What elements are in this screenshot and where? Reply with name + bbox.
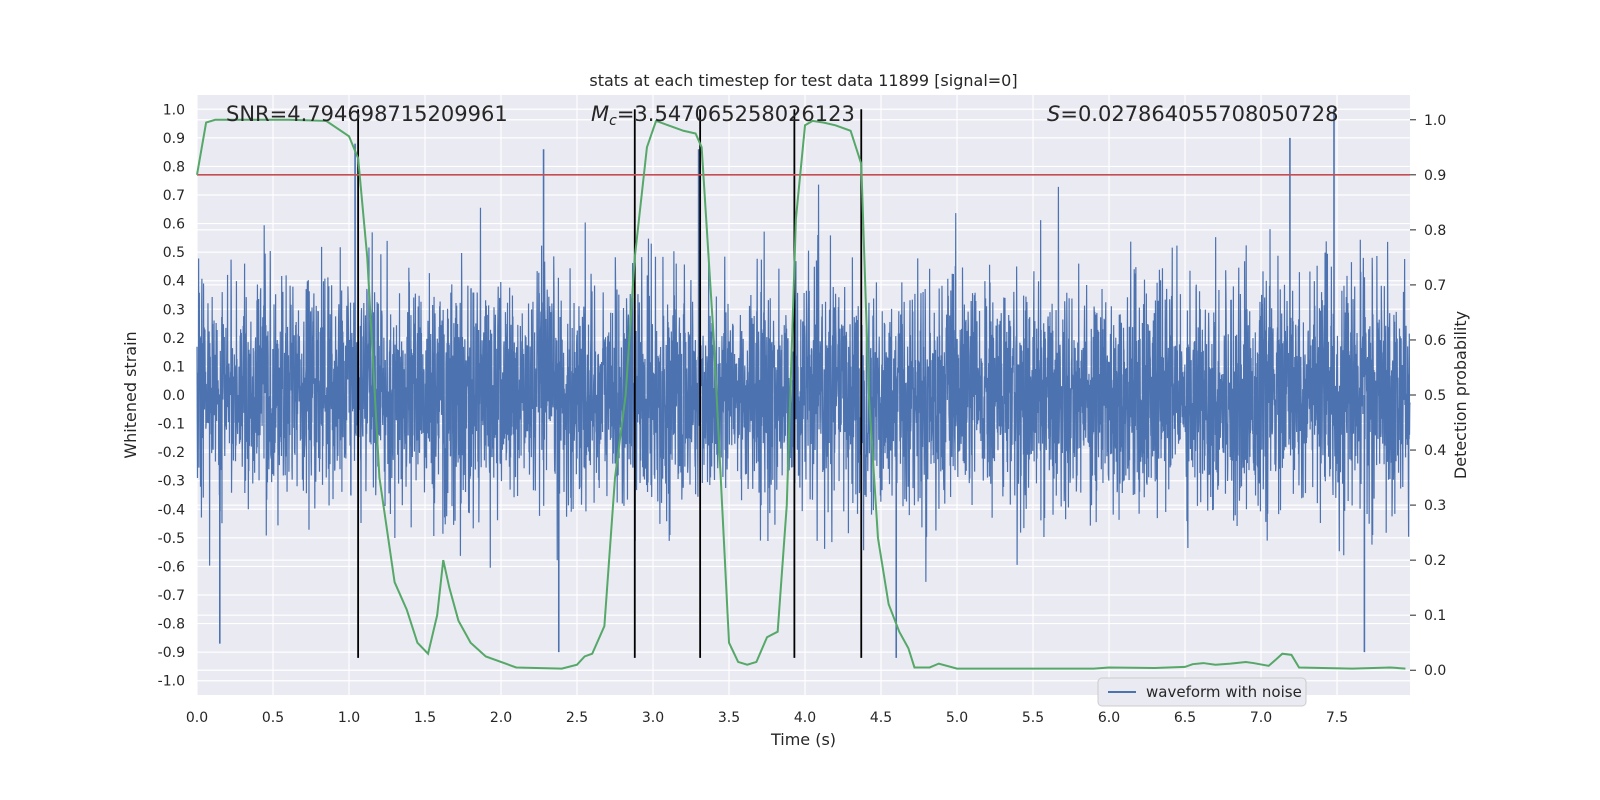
y-axis-label: Whitened strain <box>121 331 140 458</box>
y-tick-label: -0.5 <box>158 531 185 547</box>
y-tick-label: 0.9 <box>163 131 185 147</box>
waveform-series <box>196 109 1411 658</box>
x-tick-label: 6.0 <box>1098 710 1120 726</box>
y-tick-label: -0.4 <box>158 502 185 518</box>
y-tick-label: 0.7 <box>163 188 185 204</box>
chart-title: stats at each timestep for test data 118… <box>589 71 1017 90</box>
y2-tick-label: 0.0 <box>1424 663 1446 679</box>
mc-value: =3.547065258026123 <box>617 102 855 126</box>
y-tick-label: 0.3 <box>163 302 185 318</box>
x-tick-label: 3.0 <box>642 710 664 726</box>
y2-tick-label: 0.4 <box>1424 443 1446 459</box>
y2-tick-label: 0.8 <box>1424 223 1446 239</box>
x-tick-label: 4.0 <box>794 710 816 726</box>
y-tick-label: -0.9 <box>158 645 185 661</box>
y-tick-label: 0.4 <box>163 274 185 290</box>
x-tick-label: 7.0 <box>1250 710 1272 726</box>
legend-label-waveform: waveform with noise <box>1146 683 1302 701</box>
s-value: =0.027864055708050728 <box>1060 102 1338 126</box>
x-axis-label: Time (s) <box>770 730 836 749</box>
y-tick-label: -0.2 <box>158 445 185 461</box>
y-tick-label: -0.6 <box>158 559 185 575</box>
y-tick-label: 0.5 <box>163 245 185 261</box>
x-tick-label: 2.5 <box>566 710 588 726</box>
y2-tick-label: 1.0 <box>1424 113 1446 129</box>
y2-tick-label: 0.3 <box>1424 498 1446 514</box>
y2-axis-label: Detection probability <box>1451 311 1470 479</box>
probability-line <box>196 118 1406 670</box>
x-tick-label: 7.5 <box>1326 710 1348 726</box>
y-tick-label: 0.8 <box>163 159 185 175</box>
y2-tick-label: 0.7 <box>1424 278 1446 294</box>
y-tick-label: 1.0 <box>163 102 185 118</box>
s-annotation: S=0.027864055708050728 <box>1047 102 1338 126</box>
x-tick-label: 4.5 <box>870 710 892 726</box>
x-tick-label: 5.5 <box>1022 710 1044 726</box>
snr-annotation: SNR=4.794698715209961 <box>226 102 508 126</box>
y2-tick-label: 0.5 <box>1424 388 1446 404</box>
x-tick-label: 6.5 <box>1174 710 1196 726</box>
legend: waveform with noise <box>1097 677 1307 707</box>
probability-series <box>196 118 1410 670</box>
x-tick-label: 3.5 <box>718 710 740 726</box>
y-tick-label: -0.3 <box>158 474 185 490</box>
marker-lines <box>357 109 863 658</box>
y2-tick-label: 0.6 <box>1424 333 1446 349</box>
y-tick-label: -0.8 <box>158 617 185 633</box>
mc-symbol: M <box>591 102 609 126</box>
y2-tick-label: 0.9 <box>1424 168 1446 184</box>
legend-box <box>1097 677 1307 707</box>
y2-tick-label: 0.2 <box>1424 553 1446 569</box>
y-tick-label: 0.1 <box>163 359 185 375</box>
y-tick-label: -1.0 <box>158 674 185 690</box>
x-tick-label: 5.0 <box>946 710 968 726</box>
waveform-line <box>196 184 1411 582</box>
y-tick-label: -0.1 <box>158 417 185 433</box>
chirp-mass-annotation: Mc=3.547065258026123 <box>591 102 855 129</box>
x-tick-label: 0.5 <box>262 710 284 726</box>
x-tick-label: 2.0 <box>490 710 512 726</box>
y-tick-label: 0.2 <box>163 331 185 347</box>
x-tick-label: 0.0 <box>186 710 208 726</box>
tick-labels: 0.0 0.5 1.0 1.5 2.0 2.5 3.0 3.5 4.0 4.5 5.0 5.5 6.0 6… <box>158 102 1447 726</box>
mc-subscript: c <box>609 113 617 129</box>
y2-tick-label: 0.1 <box>1424 608 1446 624</box>
x-tick-label: 1.5 <box>414 710 436 726</box>
y-tick-label: -0.7 <box>158 588 185 604</box>
y-tick-label: 0.6 <box>163 217 185 233</box>
x-tick-label: 1.0 <box>338 710 360 726</box>
y-tick-label: 0.0 <box>163 388 185 404</box>
s-symbol: S <box>1047 102 1060 126</box>
